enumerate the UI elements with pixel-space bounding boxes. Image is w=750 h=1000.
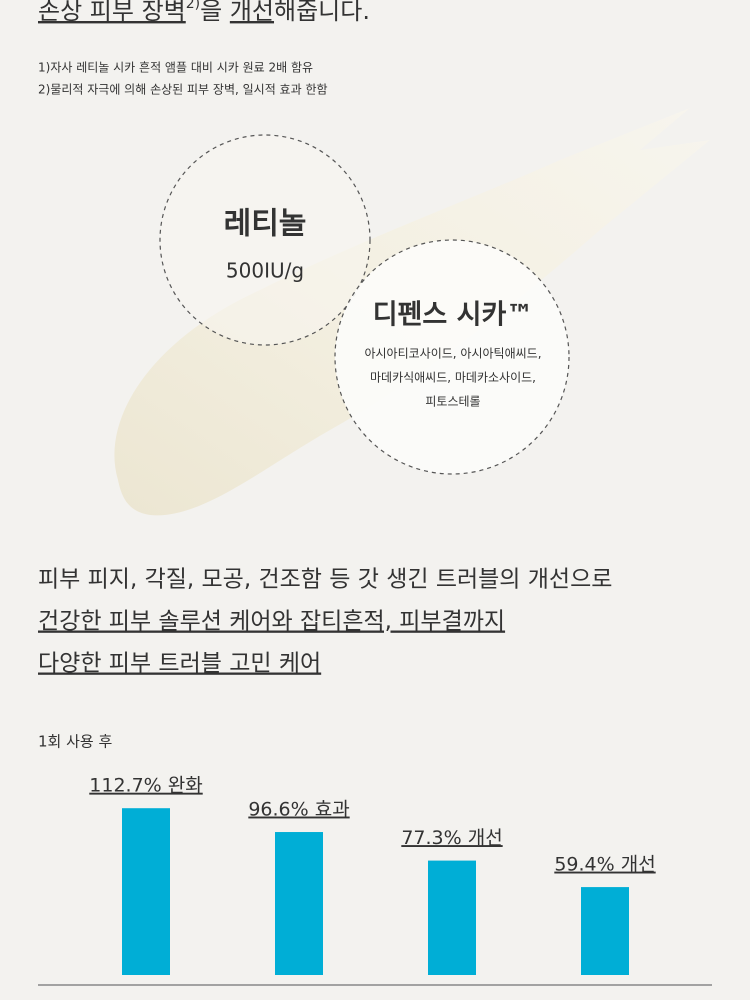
bar — [275, 832, 323, 975]
bar — [581, 887, 629, 975]
chart-title: 1회 사용 후 — [38, 733, 112, 751]
circle-title: 디펜스 시카™ — [373, 300, 534, 331]
circle-text: 마데카식애씨드, 마데카소사이드, — [370, 371, 536, 385]
claim: 건강한 피부 솔루션 케어와 잡티흔적, 피부결까지 — [38, 609, 505, 635]
bar — [428, 860, 476, 975]
circle-text: 500IU/g — [226, 259, 304, 283]
bar — [122, 808, 170, 975]
circle-text: 아시아티코사이드, 아시아틱애씨드, — [364, 347, 541, 361]
circle — [159, 134, 371, 346]
footnote: 1)자사 레티놀 시카 흔적 앰플 대비 시카 원료 2배 함유 — [38, 61, 313, 75]
footnote: 2)물리적 자극에 의해 손상된 피부 장벽, 일시적 효과 한함 — [38, 83, 328, 97]
claim: 피부 피지, 각질, 모공, 건조함 등 갓 생긴 트러블의 개선으로 — [38, 567, 612, 593]
bar-label: 59.4% 개선 — [554, 854, 655, 876]
bar-label: 77.3% 개선 — [401, 827, 502, 849]
circle-title: 레티놀 — [224, 207, 307, 242]
circle-text: 피토스테롤 — [425, 395, 480, 409]
heading-text: 해줍니다. — [274, 0, 370, 25]
heading-text: 을 — [200, 0, 230, 25]
claim: 다양한 피부 트러블 고민 케어 — [38, 651, 321, 677]
heading: 손상 피부 장벽2)을 개선해줍니다. — [38, 0, 370, 25]
bar-label: 96.6% 효과 — [248, 799, 349, 821]
heading-sup: 2) — [186, 0, 200, 12]
bar-label: 112.7% 완화 — [89, 775, 202, 797]
heading-underlined: 손상 피부 장벽 — [38, 0, 186, 25]
heading-underlined: 개선 — [230, 0, 274, 25]
circle — [334, 239, 570, 475]
